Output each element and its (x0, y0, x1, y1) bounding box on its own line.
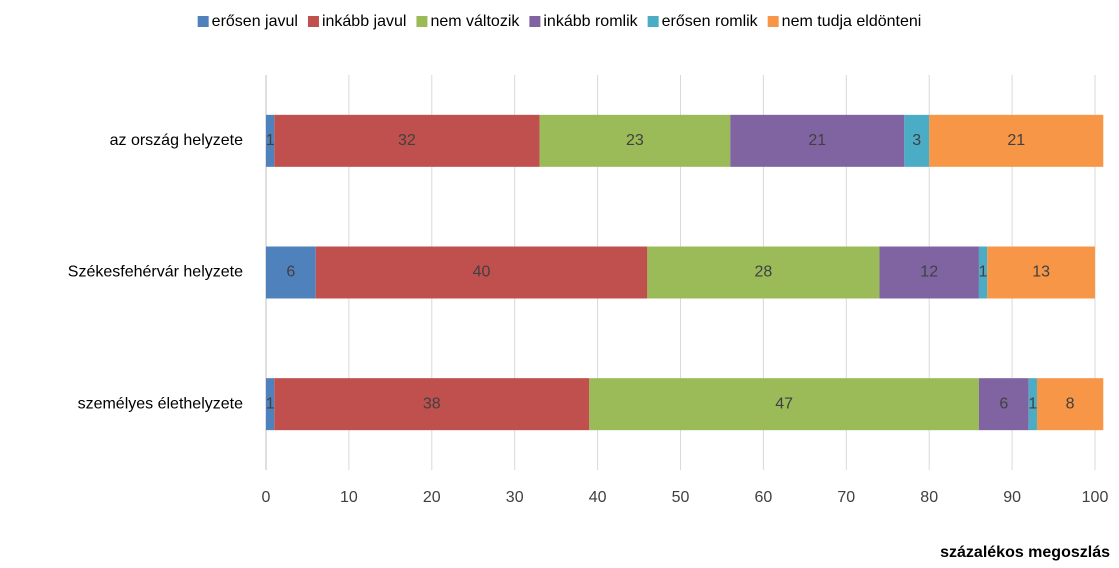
bar-segment (978, 378, 1029, 431)
legend-label: nem változik (430, 13, 520, 30)
bar-segment (978, 246, 988, 299)
bar-segment (315, 246, 648, 299)
x-tick-label: 40 (589, 489, 607, 506)
y-tick-label: az ország helyzete (110, 132, 244, 149)
legend: erősen javul inkább javul nem változik inká… (197, 13, 922, 30)
y-tick-label: Székesfehérvár helyzete (68, 264, 243, 281)
legend-swatch (307, 16, 319, 27)
legend-label: nem tudja eldönteni (782, 13, 922, 30)
data-label: 21 (1007, 132, 1025, 149)
x-tick-label: 100 (1082, 489, 1109, 506)
data-label: 1 (979, 264, 988, 281)
bar-segment (904, 114, 930, 167)
bar-segment (1028, 378, 1037, 431)
x-tick-label: 70 (837, 489, 855, 506)
x-tick-label: 10 (340, 489, 358, 506)
legend-swatch (767, 16, 779, 27)
bar-segment (647, 246, 880, 299)
bar-segment (274, 378, 590, 431)
bar-segment (266, 246, 316, 299)
legend-swatch (647, 16, 659, 27)
data-label: 8 (1066, 395, 1075, 412)
data-label: 12 (920, 264, 938, 281)
data-label: 1 (1028, 395, 1037, 412)
bar-segment (1036, 378, 1104, 431)
bar-segment (879, 246, 979, 299)
legend-label: inkább romlik (543, 13, 638, 30)
legend-label: erősen javul (212, 13, 298, 30)
data-label: 6 (999, 395, 1008, 412)
data-label: 3 (912, 132, 921, 149)
bar-segment (730, 114, 905, 167)
data-label: 40 (473, 264, 491, 281)
data-label: 38 (423, 395, 441, 412)
data-label: 1 (266, 395, 275, 412)
y-tick-label: személyes élethelyzete (78, 395, 244, 412)
x-tick-label: 20 (423, 489, 441, 506)
bar-segment (266, 114, 275, 167)
data-label: 23 (626, 132, 644, 149)
bar-segment (539, 114, 731, 167)
x-tick-label: 60 (755, 489, 773, 506)
legend-swatch (416, 16, 428, 27)
x-tick-label: 80 (920, 489, 938, 506)
legend-label: erősen romlik (662, 13, 759, 30)
x-tick-label: 50 (672, 489, 690, 506)
data-label: 6 (286, 264, 295, 281)
x-tick-label: 30 (506, 489, 524, 506)
data-label: 47 (775, 395, 793, 412)
bar-segment (929, 114, 1104, 167)
data-label: 1 (266, 132, 275, 149)
data-label: 32 (398, 132, 416, 149)
data-label: 28 (755, 264, 773, 281)
legend-swatch (529, 16, 541, 27)
bar-segment (266, 378, 275, 431)
data-label: 21 (808, 132, 826, 149)
legend-swatch (197, 16, 209, 27)
bar-segment (589, 378, 979, 431)
bar-segment (274, 114, 540, 167)
x-axis-label: százalékos megoszlás (940, 544, 1110, 561)
data-label: 13 (1032, 264, 1050, 281)
x-tick-label: 0 (262, 489, 271, 506)
bar-segment (987, 246, 1095, 299)
legend-label: inkább javul (322, 13, 407, 30)
x-tick-label: 90 (1003, 489, 1021, 506)
